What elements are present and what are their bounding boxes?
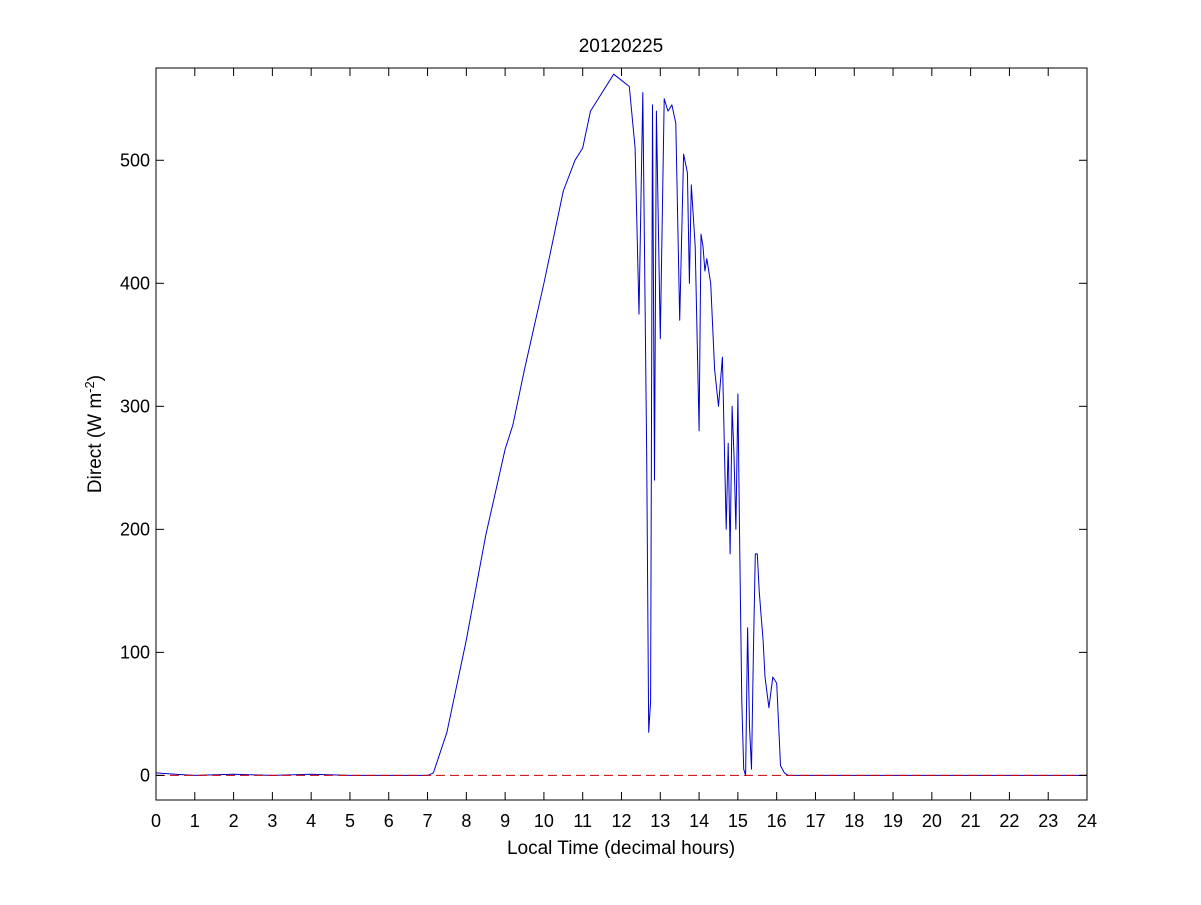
x-tick-label: 14 [689,811,709,831]
x-tick-label: 17 [805,811,825,831]
y-tick-label: 100 [120,642,150,662]
x-tick-label: 0 [151,811,161,831]
x-tick-label: 11 [573,811,592,831]
x-tick-label: 12 [611,811,631,831]
x-tick-label: 22 [999,811,1019,831]
y-axis-label-close: ) [85,375,106,381]
x-tick-label: 6 [384,811,394,831]
plot-frame [155,67,1088,801]
x-tick-label: 1 [190,811,200,831]
plot-background [156,68,1087,800]
x-tick-label: 3 [267,811,277,831]
y-tick-label: 300 [120,396,150,416]
series-layer [155,73,1087,776]
ticks-layer: 0 1 2 3 4 5 6 7 8 9 10 11 12 13 14 15 16 17 18 19 20 21 22 23 24… [120,68,1097,831]
x-tick-label: 16 [767,811,787,831]
y-tick-label: 500 [120,150,150,170]
x-tick-label: 20 [922,811,942,831]
x-tick-label: 23 [1038,811,1058,831]
x-tick-label: 9 [500,811,510,831]
y-tick-label: 0 [140,765,150,785]
x-tick-label: 19 [883,811,903,831]
chart-title: 20120225 [579,36,664,57]
x-tick-label: 10 [534,811,554,831]
x-tick-label: 8 [461,811,471,831]
x-tick-label: 2 [229,811,239,831]
direct-irradiance-series [155,73,1087,776]
x-tick-label: 21 [961,811,981,831]
y-tick-label: 200 [120,519,150,539]
y-axis-label-sup: -2 [82,381,97,393]
x-tick-label: 4 [306,811,316,831]
x-tick-label: 5 [345,811,355,831]
y-axis-label: Direct (W m-2) [82,375,107,493]
x-tick-label: 7 [423,811,433,831]
x-axis-label: Local Time (decimal hours) [507,838,735,859]
x-tick-label: 24 [1077,811,1097,831]
x-tick-label: 13 [650,811,670,831]
x-tick-label: 15 [728,811,748,831]
y-axis-label-main: Direct (W m [85,393,106,493]
x-tick-label: 18 [844,811,864,831]
y-tick-label: 400 [120,273,150,293]
